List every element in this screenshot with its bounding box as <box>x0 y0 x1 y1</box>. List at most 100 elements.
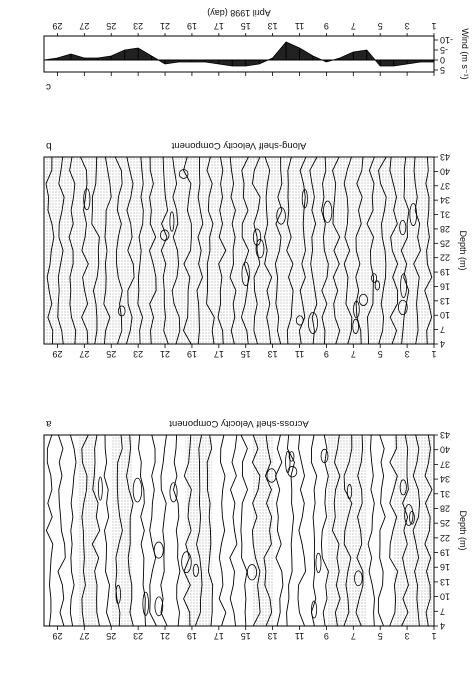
wind-area <box>43 41 435 67</box>
b-contour-closed <box>400 273 407 299</box>
a-x-tick-label: 27 <box>79 631 89 641</box>
c-x-tick-label: 23 <box>133 21 143 31</box>
b-contour-line <box>366 156 375 345</box>
b-x-tick-label: 29 <box>52 349 62 359</box>
a-contour-line <box>389 434 399 627</box>
b-contour-closed <box>241 261 250 287</box>
a-shaded-region <box>185 435 213 626</box>
a-y-tick-label: 22 <box>440 533 450 543</box>
a-contour-line <box>240 434 248 627</box>
b-y-tick-label: 7 <box>440 325 445 335</box>
b-contour-line <box>343 156 353 345</box>
a-contour-closed <box>287 466 298 478</box>
b-x-tick-label: 13 <box>268 349 278 359</box>
a-x-tick-label: 7 <box>351 631 356 641</box>
a-contour-closed <box>169 482 178 503</box>
b-contour-line <box>217 156 227 345</box>
b-contour-line <box>206 156 215 345</box>
b-x-tick-label: 23 <box>133 349 143 359</box>
c-x-tick-label: 17 <box>214 21 224 31</box>
b-panel <box>44 156 434 345</box>
a-contour-line <box>355 434 364 627</box>
c-x-tick-label: 7 <box>351 21 356 31</box>
b-contour-line <box>389 156 399 345</box>
b-contour-closed <box>399 219 407 236</box>
b-contour-closed <box>301 188 308 209</box>
a-x-tick-label: 25 <box>106 631 116 641</box>
a-contour-line <box>69 434 77 627</box>
b-contour-line <box>91 156 100 345</box>
b-contour-line <box>183 156 192 345</box>
a-contour-closed <box>97 476 103 501</box>
a-contour-line <box>173 434 181 627</box>
a-contour-closed <box>409 510 415 525</box>
a-x-tick-label: 11 <box>295 631 304 641</box>
b-panel-title: Along-shelf Velocity Component <box>171 140 306 151</box>
b-contour-line <box>264 156 273 345</box>
a-contour-line <box>251 434 261 627</box>
a-contour-closed <box>153 541 164 559</box>
b-contour-closed <box>352 318 359 334</box>
b-x-tick-label: 25 <box>106 349 116 359</box>
c-x-tick-label: 25 <box>106 21 116 31</box>
b-y-tick-label: 22 <box>440 253 450 263</box>
b-contour-closed <box>409 202 418 227</box>
a-y-tick-label: 28 <box>440 503 450 513</box>
b-y-tick-label: 4 <box>440 339 445 349</box>
a-frame <box>43 434 435 627</box>
a-contour-line <box>149 434 157 627</box>
b-contour-line <box>355 156 364 345</box>
b-contour-closed <box>117 305 126 317</box>
b-contour-line <box>137 156 144 345</box>
b-contour-closed <box>308 312 318 334</box>
b-y-tick-label: 28 <box>440 224 450 234</box>
c-y-axis-title: Wind (m s⁻¹) <box>460 28 470 79</box>
b-panel-letter: b <box>46 140 52 151</box>
a-contour-closed <box>346 484 353 500</box>
c-panel-letter: c <box>46 81 51 92</box>
b-contour-closed <box>353 300 360 319</box>
b-y-tick-label: 19 <box>440 267 450 277</box>
a-contour-line <box>45 434 54 627</box>
a-y-tick-label: 37 <box>440 459 450 469</box>
a-panel <box>45 434 434 627</box>
a-contour-closed <box>315 552 322 574</box>
a-x-tick-label: 17 <box>214 631 224 641</box>
a-contour-line <box>424 434 433 627</box>
a-contour-closed <box>266 468 277 483</box>
b-contour-closed <box>358 293 368 306</box>
a-x-tick-label: 13 <box>268 631 278 641</box>
b-contour-line <box>251 156 261 345</box>
c-frame <box>43 35 435 73</box>
c-x-tick-label: 19 <box>187 21 197 31</box>
a-contour-closed <box>181 551 192 574</box>
a-contour-closed <box>320 448 329 464</box>
b-contour-line <box>424 156 433 345</box>
b-contour-closed <box>255 239 265 259</box>
a-contour-line <box>401 434 409 627</box>
a-contour-closed <box>404 504 414 526</box>
a-x-tick-label: 15 <box>241 631 251 641</box>
b-y-tick-label: 13 <box>440 296 450 306</box>
a-contour-line <box>275 434 284 627</box>
b-y-tick-label: 25 <box>440 238 450 248</box>
b-contour-line <box>400 156 410 345</box>
a-contour-line <box>57 434 66 627</box>
a-contour-line <box>115 434 123 627</box>
b-contour-line <box>196 156 204 345</box>
b-contour-line <box>240 156 250 345</box>
b-contour-line <box>413 156 421 345</box>
b-contour-closed <box>169 211 175 232</box>
b-contour-line <box>114 156 123 345</box>
b-y-tick-label: 40 <box>440 166 450 176</box>
c-y-tick-label: 0 <box>440 55 445 65</box>
a-contour-closed <box>399 479 407 496</box>
b-x-tick-label: 7 <box>351 349 356 359</box>
a-shaded-region <box>77 435 98 626</box>
a-y-tick-label: 16 <box>440 562 450 572</box>
a-contour-line <box>331 434 341 627</box>
a-contour-line <box>160 434 168 627</box>
a-contour-closed <box>132 477 143 503</box>
a-contour-closed <box>285 451 291 474</box>
